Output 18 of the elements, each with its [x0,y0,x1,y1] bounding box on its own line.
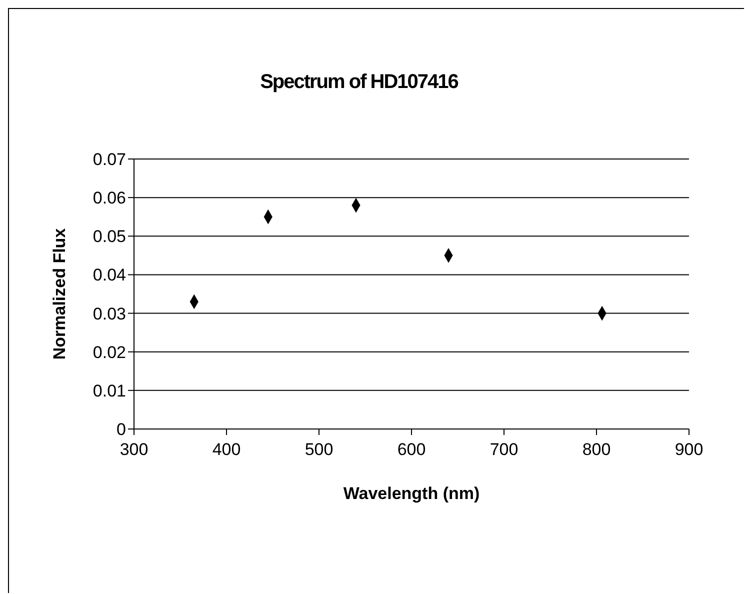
y-tick-label: 0.04 [92,266,126,285]
chart-title: Spectrum of HD107416 [259,71,460,94]
y-tick-label: 0.03 [92,304,126,324]
y-tick-label: 0 [116,420,126,440]
x-tick-label: 700 [490,440,518,460]
x-axis-title: Wavelength (nm) [343,484,480,503]
x-tick-label: 500 [304,440,334,460]
x-tick-label: 600 [397,440,426,460]
y-axis-title: Normalized Flux [50,228,70,360]
x-tick-label: 300 [120,440,148,460]
y-tick-label: 0.02 [92,342,126,362]
y-tick-label: 0.05 [92,227,126,246]
y-tick-label: 0.06 [92,188,126,208]
y-tick-label: 0.07 [92,150,126,170]
x-tick-label: 800 [582,440,611,460]
x-tick-label: 900 [674,440,704,460]
x-tick-label: 400 [212,440,241,460]
y-tick-label: 0.01 [92,381,126,400]
